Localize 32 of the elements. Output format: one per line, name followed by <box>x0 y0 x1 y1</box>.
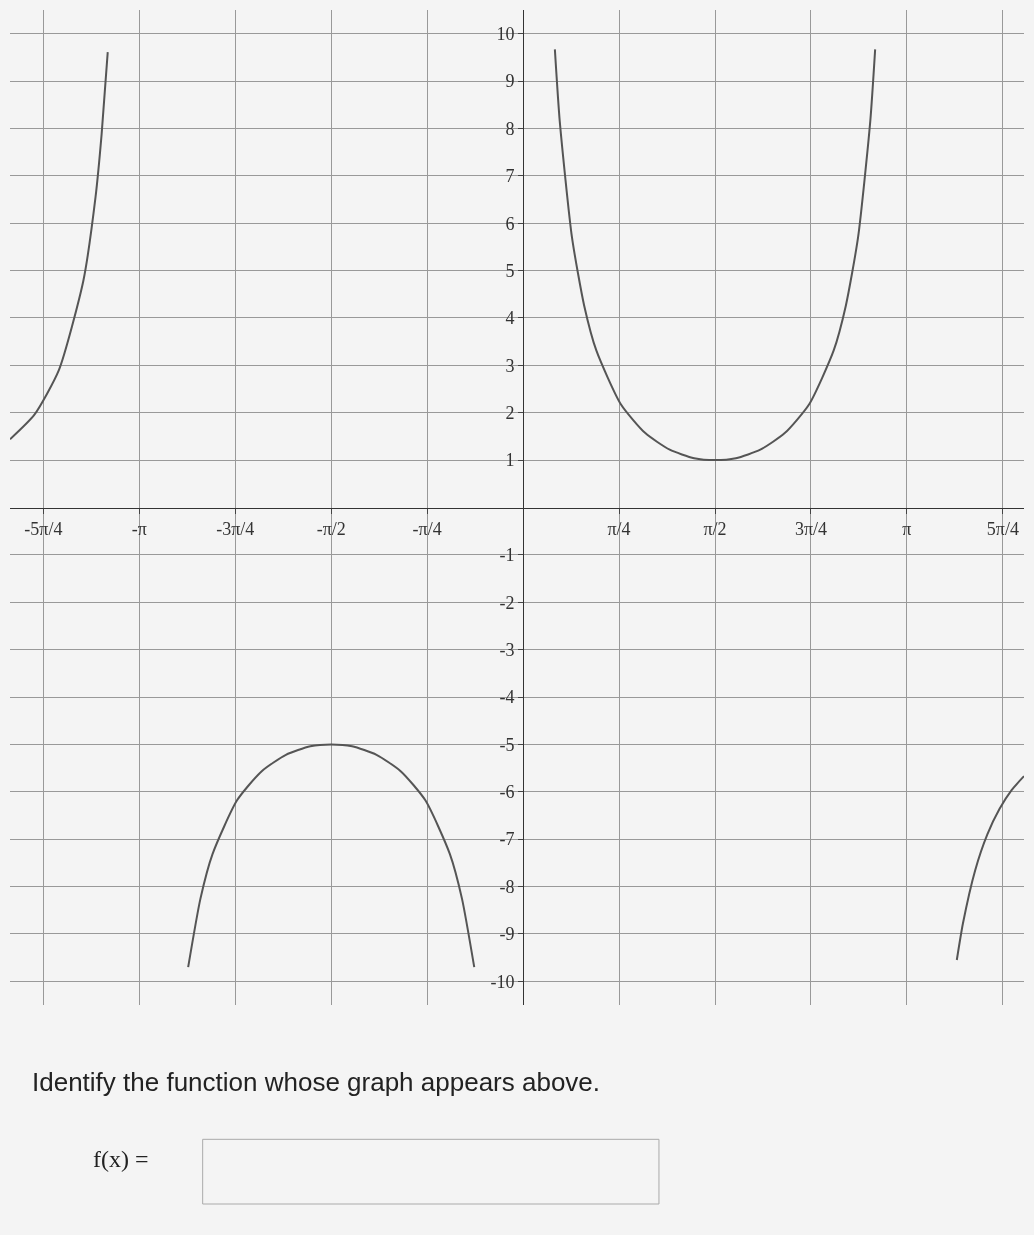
y-tick-label: -3 <box>499 639 515 660</box>
x-tick-label: 3π/4 <box>794 519 828 540</box>
y-tick-label: 1 <box>505 450 515 471</box>
y-tick-label: -5 <box>499 734 515 755</box>
x-tick-label: 5π/4 <box>986 519 1019 540</box>
y-tick-label: -4 <box>499 687 515 708</box>
y-tick-label: 8 <box>505 118 515 139</box>
x-tick-label: π/4 <box>607 519 631 540</box>
y-tick-label: -7 <box>499 829 515 850</box>
y-tick-label: -2 <box>499 592 515 613</box>
y-tick-label: 9 <box>505 71 515 92</box>
y-tick-label: -10 <box>490 971 515 992</box>
y-tick-label: -8 <box>499 876 515 897</box>
x-tick-label: -3π/4 <box>216 519 255 540</box>
y-tick-label: 10 <box>496 23 515 44</box>
y-tick-label: 5 <box>505 260 515 281</box>
y-tick-label: 7 <box>505 166 515 187</box>
x-tick-label: -5π/4 <box>24 519 63 540</box>
y-tick-label: -9 <box>499 924 515 945</box>
x-tick-label: -π/2 <box>316 519 346 540</box>
text: f(x) = <box>93 1146 149 1172</box>
x-tick-label: π/2 <box>703 519 727 540</box>
y-tick-label: 4 <box>505 308 515 329</box>
y-tick-label: 3 <box>505 355 515 376</box>
x-tick-label: π <box>902 519 912 540</box>
x-tick-label: -π <box>131 519 147 540</box>
text: Identify the function whose graph appears above. <box>32 1067 601 1097</box>
x-tick-label: -π/4 <box>412 519 442 540</box>
y-tick-label: -1 <box>499 545 515 566</box>
y-tick-label: 2 <box>505 403 515 424</box>
y-tick-label: 6 <box>505 213 515 234</box>
y-tick-label: -6 <box>499 782 515 803</box>
